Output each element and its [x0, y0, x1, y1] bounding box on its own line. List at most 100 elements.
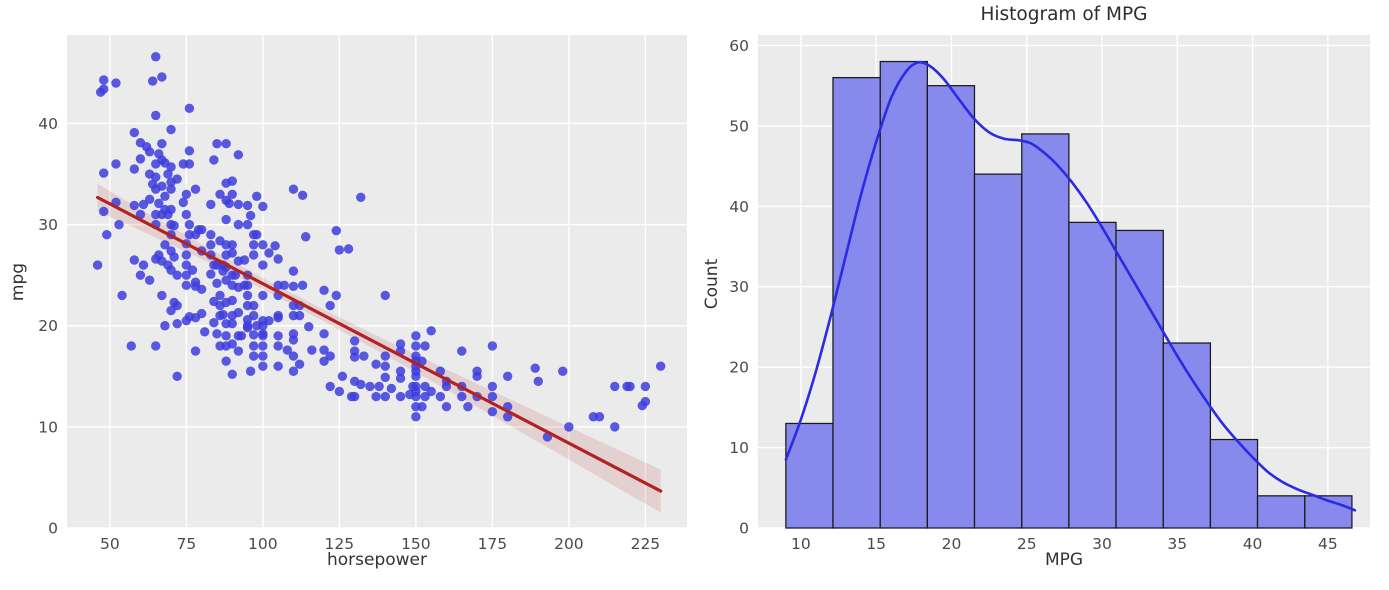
scatter-point — [282, 345, 293, 355]
scatter-point — [157, 139, 167, 149]
scatter-point — [102, 230, 112, 240]
scatter-point — [395, 339, 406, 349]
scatter-point — [227, 176, 237, 186]
scatter-point — [206, 269, 216, 279]
histogram-bar — [879, 60, 928, 529]
scatter-point — [288, 351, 299, 361]
scatter-point — [187, 265, 198, 275]
scatter-point — [288, 366, 299, 376]
scatter-point — [288, 300, 299, 311]
scatter-plot-axes: 50 75 100 125 150 175 200 225 0 10 20 30 40 — [38, 35, 687, 553]
scatter-point — [258, 321, 268, 331]
scatter-point — [325, 300, 335, 311]
histogram-bar — [832, 76, 881, 529]
y-tick-label: 30 — [38, 216, 58, 234]
scatter-point — [221, 139, 231, 149]
scatter-point — [221, 356, 231, 366]
histogram-bar — [1209, 438, 1259, 529]
scatter-point — [457, 391, 467, 402]
scatter-point — [610, 422, 620, 432]
scatter-point — [135, 154, 146, 164]
scatter-point — [209, 155, 219, 165]
scatter-point — [349, 346, 360, 356]
scatter-point — [184, 103, 195, 114]
scatter-point — [184, 146, 195, 156]
scatter-point — [215, 189, 225, 199]
scatter-point — [172, 371, 182, 382]
scatter-point — [297, 280, 308, 290]
histogram-bar — [1021, 133, 1070, 529]
scatter-point — [190, 346, 201, 356]
x-tick-label: 150 — [401, 535, 431, 553]
scatter-point — [129, 255, 140, 265]
scatter-point — [129, 200, 140, 211]
scatter-point — [190, 277, 201, 287]
scatter-point — [411, 412, 421, 422]
scatter-point — [242, 200, 253, 211]
scatter-point — [386, 383, 397, 394]
scatter-point — [325, 351, 335, 361]
scatter-point — [258, 201, 268, 212]
scatter-point — [212, 329, 222, 339]
scatter-point — [239, 280, 250, 290]
scatter-point — [380, 391, 390, 402]
scatter-point — [502, 371, 513, 382]
regression-line — [96, 195, 663, 493]
scatter-point — [163, 169, 173, 179]
scatter-point — [138, 260, 149, 270]
scatter-point — [151, 341, 161, 351]
scatter-point — [374, 381, 384, 392]
histogram-title: Histogram of MPG — [980, 4, 1148, 25]
scatter-point — [279, 280, 289, 290]
scatter-point — [245, 210, 256, 221]
scatter-point — [380, 290, 390, 301]
scatter-point — [233, 219, 244, 230]
scatter-point — [463, 401, 473, 412]
scatter-point — [227, 240, 237, 250]
histogram-yaxis-label: Count — [702, 258, 722, 310]
scatter-point — [209, 296, 219, 307]
scatter-point — [380, 361, 390, 371]
y-tick-label: 0 — [48, 520, 58, 538]
scatter-point — [144, 275, 155, 285]
x-tick-label: 125 — [325, 535, 355, 553]
scatter-point — [157, 72, 167, 82]
scatter-point — [206, 240, 216, 250]
scatter-point — [258, 351, 268, 361]
scatter-point — [181, 189, 192, 199]
scatter-point — [258, 240, 268, 250]
scatter-point — [160, 240, 170, 250]
histogram-bar — [1068, 221, 1117, 529]
scatter-point — [135, 270, 146, 280]
scatter-point — [230, 270, 241, 280]
scatter-point — [371, 359, 381, 369]
scatter-point — [206, 230, 216, 240]
histogram-bar — [1162, 342, 1212, 529]
scatter-point — [248, 351, 259, 361]
scatter-point — [248, 250, 259, 260]
x-tick-label: 15 — [866, 535, 886, 553]
scatter-point — [441, 401, 452, 412]
scatter-point — [273, 331, 283, 341]
scatter-point — [242, 290, 253, 301]
scatter-point — [129, 127, 140, 138]
scatter-point — [221, 319, 231, 329]
scatter-point — [395, 391, 406, 402]
scatter-point — [273, 341, 283, 351]
scatter-point — [242, 219, 253, 230]
scatter-point — [472, 366, 482, 376]
scatter-point — [502, 412, 513, 422]
scatter-point — [435, 391, 446, 402]
scatter-point — [359, 351, 369, 361]
scatter-point — [417, 401, 427, 412]
scatter-point — [264, 248, 274, 258]
scatter-point — [588, 412, 599, 422]
scatter-point — [215, 341, 225, 351]
scatter-point — [99, 206, 109, 217]
y-tick-label: 60 — [729, 37, 749, 55]
scatter-point — [245, 366, 256, 376]
histogram-axes: 10 15 20 25 30 35 40 45 0 10 20 30 40 50 60 — [729, 35, 1370, 553]
scatter-point — [227, 248, 237, 258]
scatter-point — [395, 373, 406, 384]
scatter-point — [487, 381, 498, 392]
